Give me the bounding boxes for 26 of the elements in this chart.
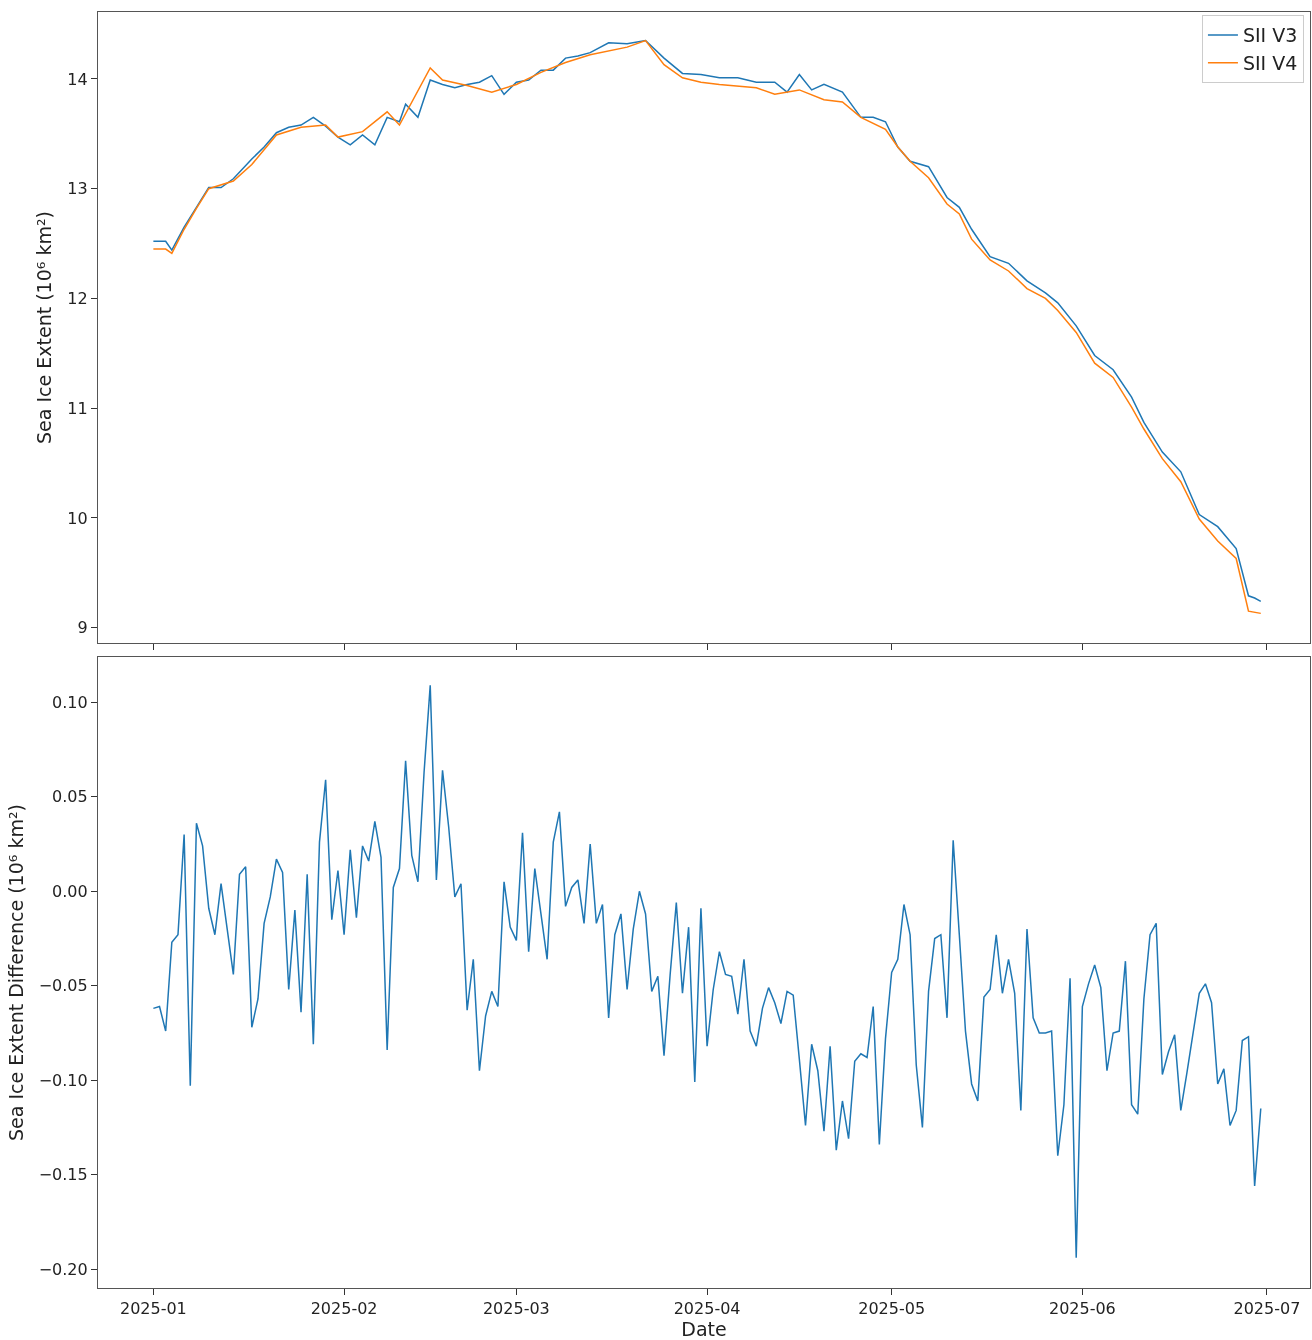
x-tick-label: 2025-05 xyxy=(858,1299,926,1319)
y-tick-label: 9 xyxy=(77,618,88,638)
y-tick-label: 0.10 xyxy=(52,692,88,712)
x-tick-label: 2025-06 xyxy=(1048,1299,1116,1319)
y-tick-label: −0.15 xyxy=(38,1165,88,1185)
y-tick-label: 10 xyxy=(67,508,88,528)
y-tick-label: −0.05 xyxy=(38,976,88,996)
legend-label: SII V4 xyxy=(1242,52,1298,75)
x-tick-label: 2025-01 xyxy=(119,1299,187,1319)
y-tick-label: 14 xyxy=(67,69,88,89)
x-tick-label: 2025-02 xyxy=(310,1299,378,1319)
y-tick-label: −0.20 xyxy=(38,1259,88,1279)
y-tick-label: 0.05 xyxy=(52,787,88,807)
x-axis-title: Date xyxy=(681,1318,727,1340)
x-tick-label: 2025-04 xyxy=(673,1299,741,1319)
y-tick-label: 13 xyxy=(67,179,88,199)
y-axis-title: Sea Ice Extent (10⁶ km²) xyxy=(33,211,56,444)
x-tick-label: 2025-07 xyxy=(1233,1299,1301,1319)
legend-label: SII V3 xyxy=(1242,24,1298,47)
y-tick-label: 11 xyxy=(67,398,88,418)
y-tick-label: 0.00 xyxy=(52,881,88,901)
y-tick-label: −0.10 xyxy=(38,1070,88,1090)
y-axis-title: Sea Ice Extent Difference (10⁶ km²) xyxy=(4,804,27,1141)
x-tick-label: 2025-03 xyxy=(482,1299,550,1319)
y-tick-label: 12 xyxy=(67,289,88,309)
line-series xyxy=(152,684,1262,1259)
